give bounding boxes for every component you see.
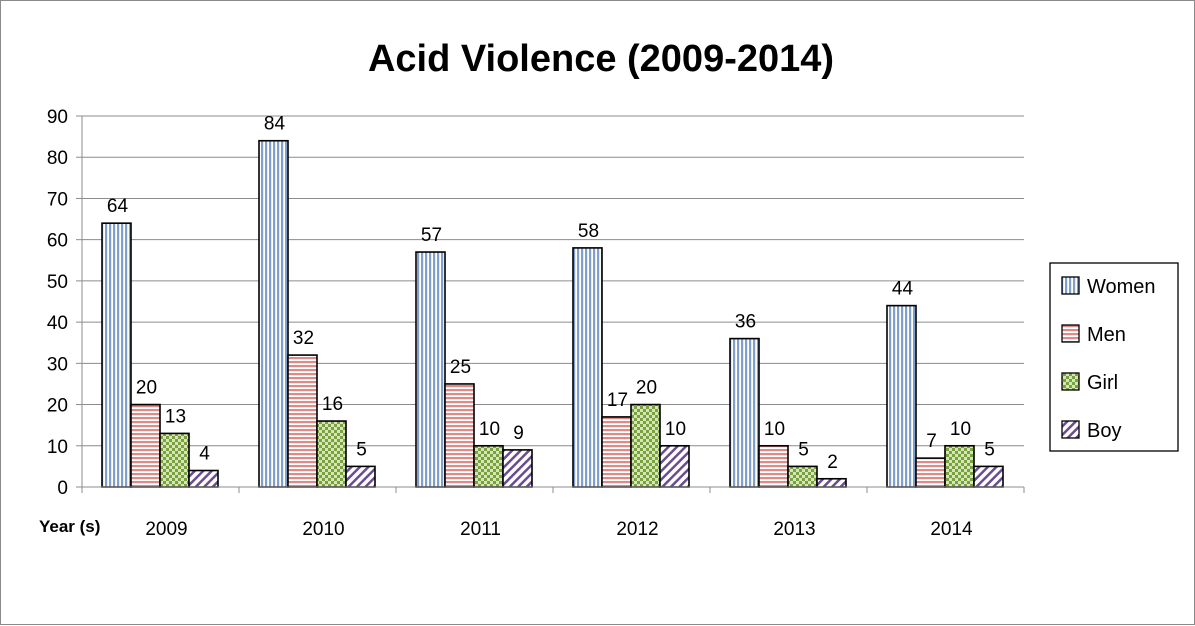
data-label: 36 bbox=[735, 312, 756, 333]
y-tick-label: 30 bbox=[47, 354, 68, 375]
bar-men bbox=[601, 416, 632, 488]
x-tick-label: 2012 bbox=[616, 519, 658, 540]
bar-men bbox=[130, 403, 161, 488]
data-label: 57 bbox=[421, 225, 442, 246]
bar-boy bbox=[502, 449, 533, 488]
gridlines bbox=[82, 115, 1024, 447]
data-label: 10 bbox=[764, 419, 785, 440]
y-tick-label: 20 bbox=[47, 396, 68, 417]
data-label: 9 bbox=[513, 423, 524, 444]
y-tick-label: 80 bbox=[47, 148, 68, 169]
data-label: 44 bbox=[892, 279, 914, 300]
x-axis-title: Year (s) bbox=[39, 517, 100, 536]
y-tick-label: 40 bbox=[47, 313, 68, 334]
data-label: 20 bbox=[136, 378, 157, 399]
data-label: 7 bbox=[926, 431, 937, 452]
legend: Women Men Girl Boy bbox=[1049, 262, 1179, 452]
data-label: 32 bbox=[293, 328, 314, 349]
data-label: 16 bbox=[322, 394, 343, 415]
data-label: 5 bbox=[356, 439, 367, 460]
data-label: 84 bbox=[264, 114, 286, 135]
y-tick-label: 0 bbox=[57, 478, 68, 499]
legend-swatch-men bbox=[1061, 324, 1080, 343]
x-tick-label: 2014 bbox=[930, 519, 973, 540]
legend-label-boy: Boy bbox=[1087, 420, 1121, 442]
data-label: 13 bbox=[165, 406, 186, 427]
bar-boy bbox=[973, 465, 1004, 488]
data-label: 20 bbox=[636, 378, 657, 399]
legend-swatch-women bbox=[1061, 276, 1080, 295]
bar-men bbox=[444, 383, 475, 488]
data-label: 25 bbox=[450, 357, 471, 378]
y-axis: 0 10 20 30 40 50 60 70 80 90 bbox=[47, 107, 83, 499]
chart-title: Acid Violence (2009-2014) bbox=[368, 38, 834, 80]
bar-women bbox=[729, 337, 760, 488]
bar-women bbox=[415, 251, 446, 488]
y-tick-label: 70 bbox=[47, 189, 68, 210]
bar-girl bbox=[944, 444, 975, 488]
y-tick-label: 10 bbox=[47, 437, 68, 458]
data-label: 5 bbox=[984, 439, 995, 460]
bar-girl bbox=[787, 465, 818, 488]
y-tick-label: 90 bbox=[47, 107, 68, 128]
bar-men bbox=[915, 457, 946, 488]
bar-women bbox=[258, 139, 289, 488]
bar-girl bbox=[630, 403, 661, 488]
x-tick-label: 2011 bbox=[460, 519, 501, 540]
bar-women bbox=[572, 247, 603, 488]
data-label: 10 bbox=[665, 419, 686, 440]
y-tick-label: 50 bbox=[47, 272, 68, 293]
data-label: 58 bbox=[578, 221, 599, 242]
bar-boy bbox=[188, 469, 219, 488]
bar-girl bbox=[316, 420, 347, 488]
bar-women bbox=[886, 304, 917, 488]
x-tick-label: 2013 bbox=[773, 519, 815, 540]
y-tick-label: 60 bbox=[47, 231, 68, 252]
legend-label-men: Men bbox=[1087, 324, 1126, 346]
data-label: 64 bbox=[107, 196, 129, 217]
bar-men bbox=[758, 444, 789, 488]
legend-label-girl: Girl bbox=[1087, 372, 1118, 394]
bar-boy bbox=[659, 444, 690, 488]
x-axis: 2009 2010 2011 2012 2013 2014 bbox=[81, 486, 1025, 540]
x-tick-label: 2009 bbox=[145, 519, 187, 540]
data-label: 2 bbox=[827, 452, 838, 473]
bar-girl bbox=[159, 432, 190, 488]
legend-swatch-boy bbox=[1061, 420, 1080, 439]
bar-boy bbox=[816, 477, 847, 488]
x-tick-label: 2010 bbox=[302, 519, 344, 540]
data-label: 10 bbox=[950, 419, 971, 440]
data-label: 17 bbox=[607, 390, 628, 411]
bar-boy bbox=[345, 465, 376, 488]
data-label: 5 bbox=[798, 439, 809, 460]
legend-label-women: Women bbox=[1087, 276, 1156, 298]
legend-swatch-girl bbox=[1061, 372, 1080, 391]
bar-men bbox=[287, 354, 318, 488]
bar-women bbox=[101, 222, 132, 488]
data-label: 4 bbox=[199, 444, 210, 465]
bar-girl bbox=[473, 444, 504, 488]
data-label: 10 bbox=[479, 419, 500, 440]
bars bbox=[101, 139, 1004, 488]
